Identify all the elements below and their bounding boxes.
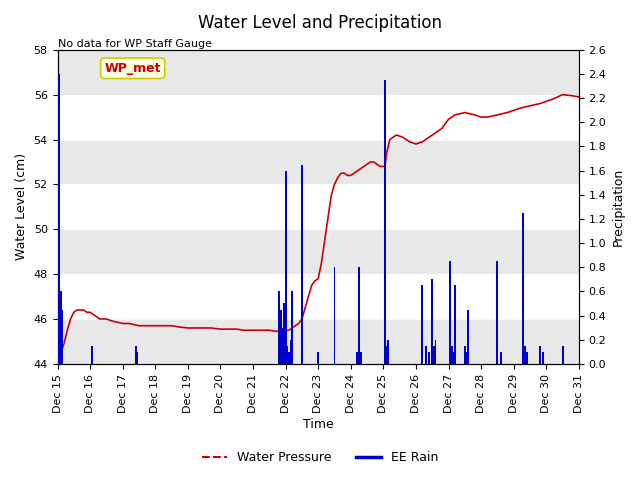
- Bar: [283, 303, 285, 364]
- Bar: [278, 291, 280, 364]
- Bar: [454, 285, 456, 364]
- Bar: [282, 328, 284, 364]
- Text: No data for WP Staff Gauge: No data for WP Staff Gauge: [58, 39, 212, 49]
- Bar: [58, 140, 579, 184]
- Bar: [497, 261, 499, 364]
- Bar: [358, 267, 360, 364]
- Bar: [91, 346, 93, 364]
- Bar: [384, 80, 386, 364]
- Bar: [61, 310, 63, 364]
- Bar: [385, 346, 387, 364]
- Bar: [58, 74, 60, 364]
- Bar: [387, 346, 388, 364]
- Bar: [136, 352, 138, 364]
- Y-axis label: Water Level (cm): Water Level (cm): [15, 153, 28, 260]
- Bar: [280, 310, 282, 364]
- Bar: [422, 285, 424, 364]
- Bar: [428, 352, 430, 364]
- Bar: [522, 213, 524, 364]
- Bar: [285, 170, 287, 364]
- X-axis label: Time: Time: [303, 419, 333, 432]
- Bar: [435, 340, 436, 364]
- Bar: [135, 346, 137, 364]
- Bar: [317, 352, 319, 364]
- Bar: [464, 346, 466, 364]
- Bar: [387, 340, 389, 364]
- Bar: [333, 267, 335, 364]
- Bar: [356, 352, 358, 364]
- Bar: [431, 279, 433, 364]
- Bar: [451, 346, 452, 364]
- Bar: [449, 261, 451, 364]
- Bar: [92, 352, 93, 364]
- Bar: [500, 352, 502, 364]
- Bar: [58, 319, 579, 364]
- Bar: [561, 346, 564, 364]
- Bar: [288, 352, 290, 364]
- Bar: [433, 346, 435, 364]
- Bar: [542, 352, 544, 364]
- Bar: [452, 352, 454, 364]
- Bar: [58, 229, 579, 274]
- Bar: [60, 291, 62, 364]
- Bar: [467, 310, 469, 364]
- Bar: [386, 352, 388, 364]
- Bar: [291, 291, 293, 364]
- Bar: [360, 352, 362, 364]
- Bar: [539, 346, 541, 364]
- Bar: [465, 352, 467, 364]
- Bar: [286, 346, 288, 364]
- Bar: [524, 346, 526, 364]
- Text: WP_met: WP_met: [104, 62, 161, 75]
- Y-axis label: Precipitation: Precipitation: [612, 168, 625, 246]
- Bar: [425, 346, 427, 364]
- Legend: Water Pressure, EE Rain: Water Pressure, EE Rain: [196, 446, 444, 469]
- Bar: [58, 50, 579, 95]
- Bar: [289, 340, 291, 364]
- Text: Water Level and Precipitation: Water Level and Precipitation: [198, 14, 442, 33]
- Bar: [285, 267, 287, 364]
- Bar: [525, 352, 528, 364]
- Bar: [301, 165, 303, 364]
